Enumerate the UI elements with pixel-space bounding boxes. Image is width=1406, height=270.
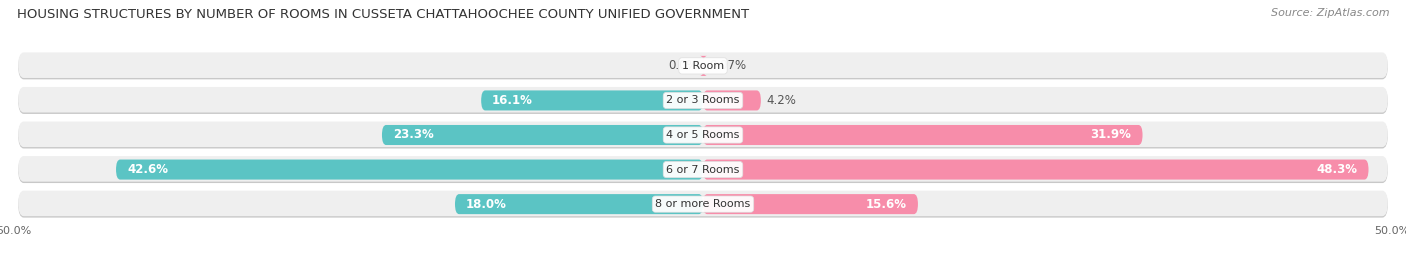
FancyBboxPatch shape xyxy=(703,160,1368,180)
Text: 0.07%: 0.07% xyxy=(710,59,747,72)
FancyBboxPatch shape xyxy=(117,160,703,180)
FancyBboxPatch shape xyxy=(18,88,1388,114)
FancyBboxPatch shape xyxy=(700,56,707,76)
FancyBboxPatch shape xyxy=(703,90,761,110)
FancyBboxPatch shape xyxy=(456,194,703,214)
FancyBboxPatch shape xyxy=(18,54,1388,79)
Text: 23.3%: 23.3% xyxy=(392,129,433,141)
FancyBboxPatch shape xyxy=(18,157,1388,183)
FancyBboxPatch shape xyxy=(18,156,1388,182)
Text: HOUSING STRUCTURES BY NUMBER OF ROOMS IN CUSSETA CHATTAHOOCHEE COUNTY UNIFIED GO: HOUSING STRUCTURES BY NUMBER OF ROOMS IN… xyxy=(17,8,749,21)
Text: 4 or 5 Rooms: 4 or 5 Rooms xyxy=(666,130,740,140)
FancyBboxPatch shape xyxy=(18,87,1388,113)
Text: 31.9%: 31.9% xyxy=(1091,129,1132,141)
FancyBboxPatch shape xyxy=(382,125,703,145)
Text: 0.0%: 0.0% xyxy=(668,59,697,72)
FancyBboxPatch shape xyxy=(481,90,703,110)
Text: 6 or 7 Rooms: 6 or 7 Rooms xyxy=(666,164,740,175)
FancyBboxPatch shape xyxy=(18,192,1388,218)
Text: 2 or 3 Rooms: 2 or 3 Rooms xyxy=(666,95,740,106)
Text: 16.1%: 16.1% xyxy=(492,94,533,107)
FancyBboxPatch shape xyxy=(703,125,1143,145)
Text: 48.3%: 48.3% xyxy=(1316,163,1358,176)
Text: 8 or more Rooms: 8 or more Rooms xyxy=(655,199,751,209)
Text: 15.6%: 15.6% xyxy=(866,198,907,211)
Text: 4.2%: 4.2% xyxy=(766,94,796,107)
FancyBboxPatch shape xyxy=(18,52,1388,78)
FancyBboxPatch shape xyxy=(18,123,1388,149)
Text: 18.0%: 18.0% xyxy=(465,198,508,211)
FancyBboxPatch shape xyxy=(18,122,1388,147)
FancyBboxPatch shape xyxy=(18,191,1388,216)
FancyBboxPatch shape xyxy=(703,194,918,214)
Text: 1 Room: 1 Room xyxy=(682,61,724,71)
Text: 42.6%: 42.6% xyxy=(127,163,169,176)
Text: Source: ZipAtlas.com: Source: ZipAtlas.com xyxy=(1271,8,1389,18)
